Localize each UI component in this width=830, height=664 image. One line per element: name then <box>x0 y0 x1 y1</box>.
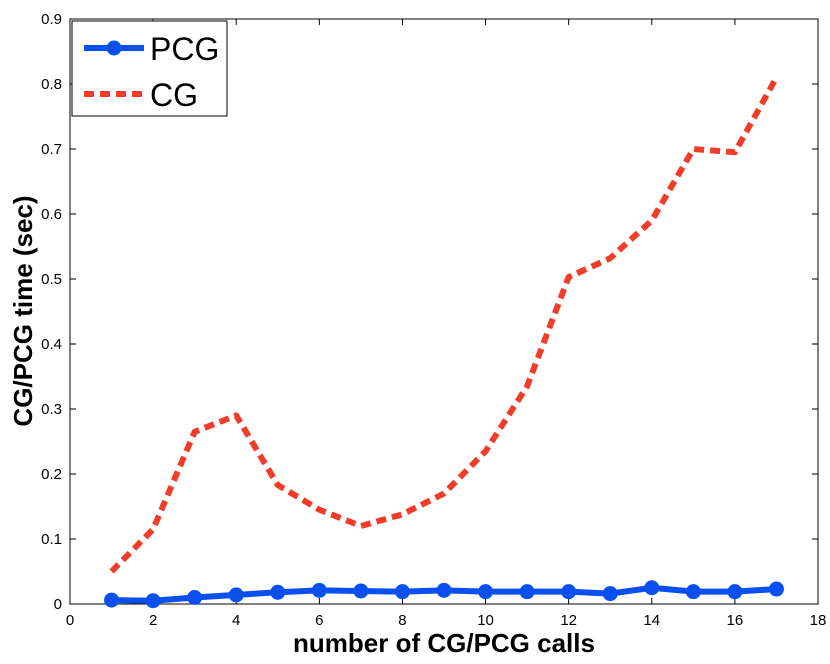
x-tick-label: 2 <box>149 612 157 629</box>
y-tick-label: 0.9 <box>41 11 62 28</box>
legend-label-pcg: PCG <box>150 31 219 67</box>
data-point-pcg <box>145 593 161 609</box>
x-tick-label: 0 <box>66 612 74 629</box>
data-point-pcg <box>561 584 577 600</box>
y-tick-label: 0.3 <box>41 401 62 418</box>
y-tick-label: 0.4 <box>41 336 62 353</box>
data-point-pcg <box>228 587 244 603</box>
y-axis-ticks: 0 0.1 0.2 0.3 0.4 0.5 0.6 0.7 0.8 0.9 <box>41 11 818 613</box>
y-tick-label: 0.8 <box>41 76 62 93</box>
legend-label-cg: CG <box>150 77 198 113</box>
data-point-pcg <box>602 586 618 602</box>
data-point-pcg <box>394 584 410 600</box>
data-point-pcg <box>104 592 120 608</box>
legend-box <box>71 20 228 117</box>
x-tick-label: 8 <box>398 612 406 629</box>
y-tick-label: 0.2 <box>41 466 62 483</box>
data-point-pcg <box>270 584 286 600</box>
x-tick-label: 6 <box>315 612 323 629</box>
x-tick-label: 10 <box>477 612 494 629</box>
series-layer <box>104 76 784 609</box>
x-tick-label: 12 <box>560 612 577 629</box>
legend: PCG CG <box>71 20 228 117</box>
y-axis-label: CG/PCG time (sec) <box>8 195 38 426</box>
x-tick-label: 14 <box>643 612 660 629</box>
legend-marker-pcg <box>106 40 122 56</box>
x-tick-label: 4 <box>232 612 240 629</box>
x-tick-label: 16 <box>727 612 744 629</box>
y-tick-label: 0 <box>54 596 62 613</box>
data-point-pcg <box>685 584 701 600</box>
y-tick-label: 0.6 <box>41 206 62 223</box>
data-point-pcg <box>768 581 784 597</box>
series-line-cg <box>109 76 780 574</box>
x-tick-label: 18 <box>810 612 827 629</box>
data-point-pcg <box>187 590 203 605</box>
data-point-pcg <box>311 582 327 598</box>
data-point-pcg <box>436 582 452 598</box>
data-point-pcg <box>478 584 494 600</box>
data-point-pcg <box>644 580 660 596</box>
y-tick-label: 0.5 <box>41 271 62 288</box>
x-axis-ticks: 0 2 4 6 8 10 12 14 16 18 <box>66 19 827 629</box>
x-axis-label: number of CG/PCG calls <box>293 628 595 658</box>
data-point-pcg <box>519 584 535 600</box>
data-point-pcg <box>353 583 369 599</box>
data-point-pcg <box>727 584 743 600</box>
y-tick-label: 0.7 <box>41 141 62 158</box>
y-tick-label: 0.1 <box>41 531 62 548</box>
